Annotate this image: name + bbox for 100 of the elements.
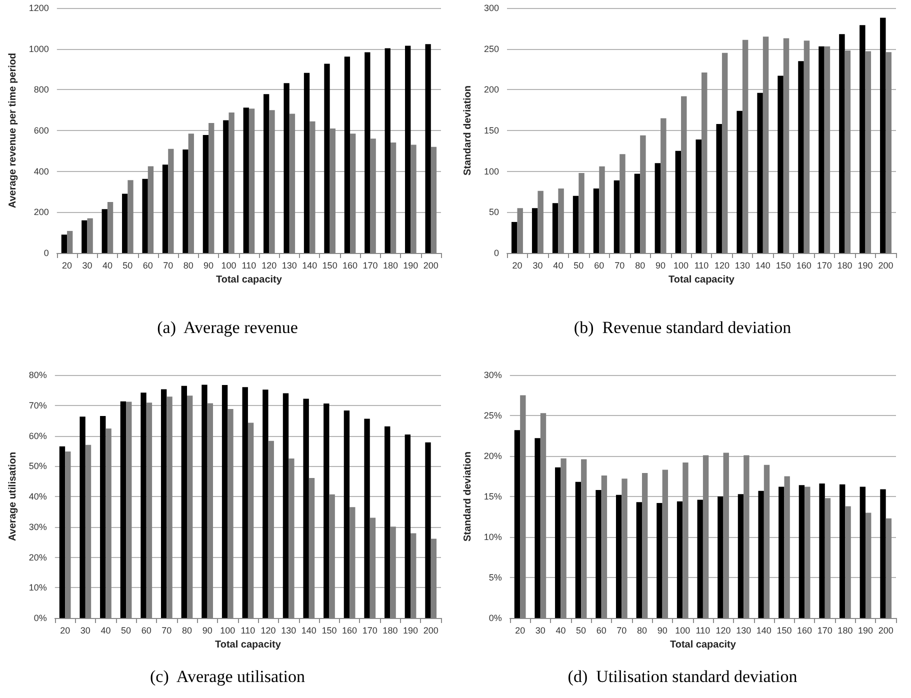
y-tick-label: 70% — [28, 400, 47, 410]
x-tick-label: 200 — [878, 260, 894, 270]
x-tick-label: 120 — [262, 260, 277, 270]
x-tick-label: 140 — [756, 626, 772, 636]
bar — [656, 502, 662, 618]
bar — [243, 108, 249, 253]
bar — [818, 46, 824, 253]
bar — [596, 490, 602, 618]
x-tick-label: 20 — [62, 260, 72, 270]
y-tick-label: 50 — [488, 207, 499, 218]
bar — [425, 442, 431, 618]
x-tick-label: 180 — [838, 626, 853, 636]
x-tick-label: 100 — [675, 626, 690, 636]
bar — [514, 430, 520, 618]
x-tick-label: 60 — [142, 260, 153, 270]
y-tick-label: 0 — [494, 248, 499, 258]
x-tick-label: 30 — [532, 260, 543, 270]
bar — [654, 163, 661, 253]
bar — [102, 209, 108, 253]
bar — [718, 496, 724, 618]
bar — [757, 92, 763, 253]
x-tick-label: 130 — [281, 626, 296, 636]
y-tick-label: 60% — [28, 430, 47, 441]
bar — [222, 385, 228, 618]
x-tick-label: 140 — [302, 260, 318, 270]
y-tick-label: 10% — [484, 532, 502, 542]
bar — [778, 486, 784, 618]
text: (d) Utilisation standard deviation — [568, 667, 798, 686]
x-tick-label: 70 — [614, 260, 625, 270]
x-tick-label: 170 — [817, 626, 832, 636]
bar — [140, 392, 146, 618]
bar — [880, 18, 886, 253]
x-tick-label: 60 — [596, 626, 606, 636]
bar — [404, 434, 411, 618]
y-axis-title: Average revenue per time period — [8, 52, 18, 208]
bar — [242, 387, 248, 618]
x-tick-label: 160 — [797, 626, 812, 636]
bar — [839, 34, 845, 253]
bar — [840, 484, 846, 618]
bar — [555, 467, 561, 618]
bar — [384, 48, 390, 253]
x-axis-title: Total capacity — [670, 640, 736, 650]
x-tick-label: 50 — [574, 260, 584, 270]
bar — [512, 222, 518, 253]
y-tick-label: 250 — [484, 44, 499, 54]
bar — [860, 25, 866, 253]
x-tick-label: 100 — [221, 260, 236, 270]
bar — [160, 389, 167, 618]
y-tick-label: 0 — [44, 248, 49, 258]
y-tick-label: 15% — [484, 492, 502, 502]
bar — [798, 485, 805, 618]
x-tick-label: 70 — [163, 260, 174, 270]
x-tick-label: 170 — [816, 260, 832, 270]
x-tick-label: 150 — [776, 260, 791, 270]
x-tick-label: 110 — [240, 626, 256, 636]
y-tick-label: 200 — [484, 84, 499, 95]
y-tick-label: 10% — [28, 582, 47, 593]
x-tick-label: 200 — [423, 626, 438, 636]
text: (a) Average revenue — [157, 318, 298, 337]
x-tick-label: 170 — [362, 260, 378, 270]
x-tick-label: 80 — [183, 260, 194, 270]
bar — [593, 188, 600, 253]
x-tick-label: 40 — [102, 260, 112, 270]
x-tick-label: 110 — [694, 260, 709, 270]
x-tick-label: 60 — [594, 260, 604, 270]
x-tick-label: 110 — [696, 626, 710, 636]
x-tick-label: 90 — [656, 260, 666, 270]
y-tick-label: 5% — [488, 572, 502, 582]
y-tick-label: 600 — [34, 126, 49, 136]
y-tick-label: 0% — [34, 613, 47, 623]
x-tick-label: 180 — [382, 260, 398, 270]
x-tick-label: 140 — [301, 626, 316, 636]
bar — [736, 110, 742, 253]
y-tick-label: 30% — [28, 522, 47, 532]
bar — [614, 180, 620, 253]
bar — [284, 83, 290, 253]
bar — [552, 203, 558, 253]
bar — [223, 120, 229, 253]
y-tick-label: 1200 — [28, 3, 49, 13]
bar — [634, 174, 640, 253]
y-tick-label: 80% — [28, 370, 47, 380]
x-tick-label: 20 — [515, 626, 526, 636]
bar — [61, 234, 68, 253]
bar — [425, 44, 431, 253]
x-tick-label: 60 — [141, 626, 152, 636]
bar — [778, 76, 784, 253]
x-tick-label: 130 — [736, 626, 752, 636]
y-tick-label: 50% — [28, 461, 47, 472]
y-tick-label: 0% — [488, 613, 502, 623]
x-tick-label: 140 — [755, 260, 770, 270]
bar — [405, 46, 411, 253]
x-tick-label: 90 — [204, 260, 214, 270]
x-axis-title: Total capacity — [214, 640, 282, 650]
y-axis-title: Standard deviation — [462, 451, 474, 542]
y-tick-label: 1000 — [28, 44, 49, 54]
bar — [324, 64, 330, 253]
x-tick-label: 190 — [858, 260, 873, 270]
y-tick-label: 800 — [34, 84, 49, 95]
bar — [304, 72, 310, 253]
bar — [202, 134, 209, 253]
